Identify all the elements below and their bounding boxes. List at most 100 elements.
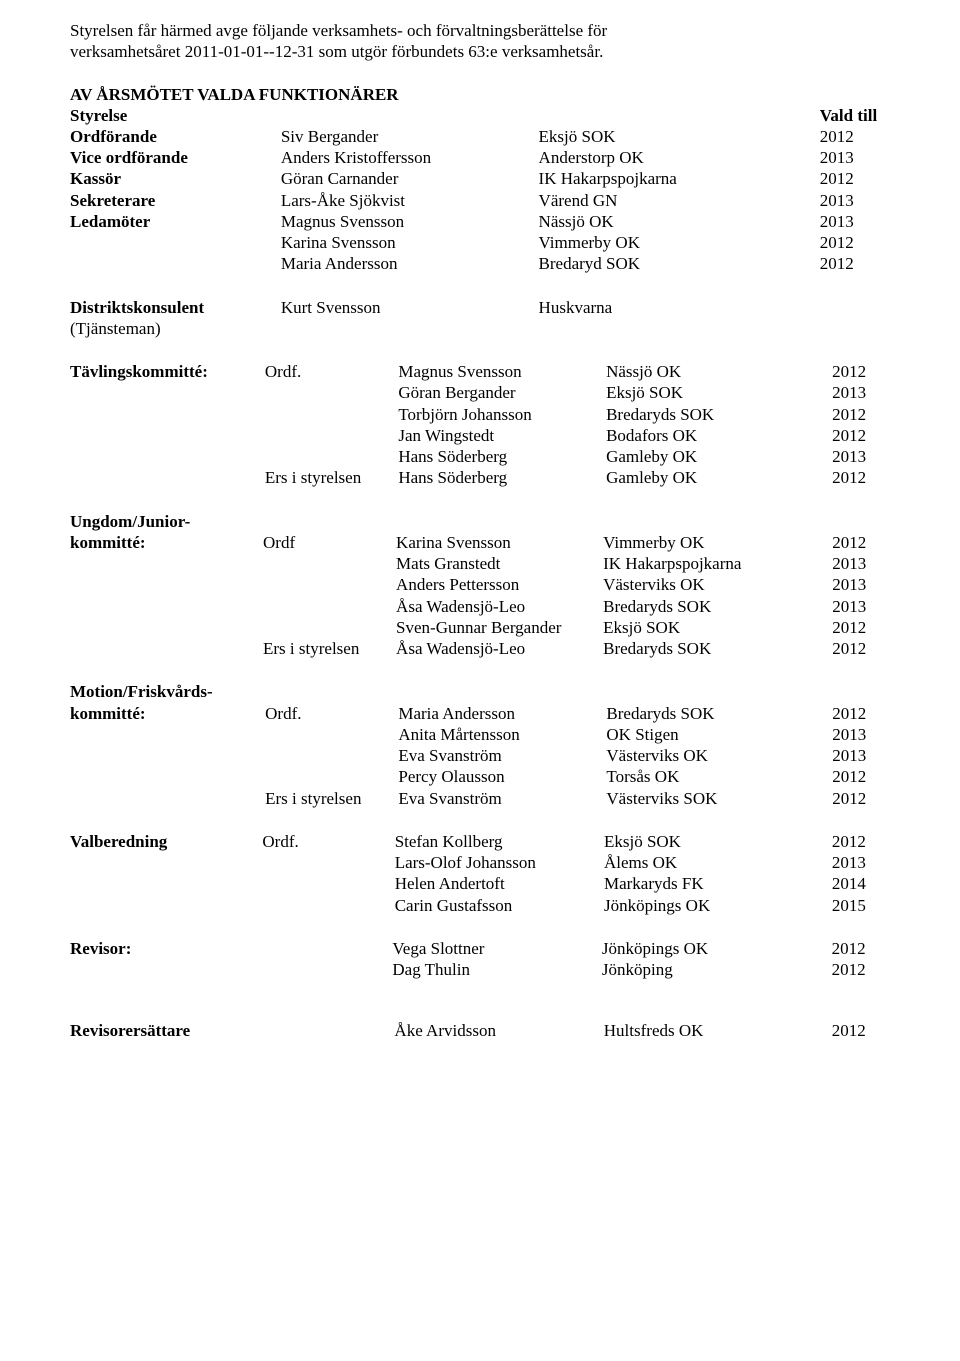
club-cell: Vimmerby OK bbox=[603, 532, 832, 553]
year-cell: 2013 bbox=[832, 724, 890, 745]
styrelse-block: Styrelse Vald till OrdförandeSiv Bergand… bbox=[70, 105, 890, 275]
section-header: AV ÅRSMÖTET VALDA FUNKTIONÄRER bbox=[70, 85, 890, 105]
table-row: Karina SvenssonVimmerby OK2012 bbox=[70, 232, 890, 253]
table-row: OrdförandeSiv BerganderEksjö SOK2012 bbox=[70, 126, 890, 147]
name-cell: Magnus Svensson bbox=[398, 361, 606, 382]
section-label bbox=[70, 425, 265, 446]
table-row: Helen AndertoftMarkaryds FK2014 bbox=[70, 873, 890, 894]
table-row: Carin GustafssonJönköpings OK2015 bbox=[70, 895, 890, 916]
role-cell: Kassör bbox=[70, 168, 281, 189]
ordf-cell bbox=[265, 446, 398, 467]
name-cell: Siv Bergander bbox=[281, 126, 539, 147]
section-label bbox=[70, 404, 265, 425]
year-cell: 2013 bbox=[832, 596, 890, 617]
table-row: RevisorersättareÅke ArvidssonHultsfreds … bbox=[70, 1020, 890, 1041]
section-label: kommitté: bbox=[70, 532, 263, 553]
distrikt-block: Distriktskonsulent Kurt Svensson Huskvar… bbox=[70, 297, 890, 340]
year-cell: 2013 bbox=[832, 446, 890, 467]
ordf-cell bbox=[262, 895, 394, 916]
year-cell: 2013 bbox=[832, 852, 890, 873]
ungdom-block: Ungdom/Junior-kommitté:OrdfKarina Svenss… bbox=[70, 511, 890, 660]
club-cell: Eksjö SOK bbox=[606, 382, 832, 403]
table-row: Göran BerganderEksjö SOK2013 bbox=[70, 382, 890, 403]
section-label bbox=[70, 724, 265, 745]
year-cell: 2012 bbox=[820, 126, 890, 147]
section-label bbox=[70, 617, 263, 638]
section-label bbox=[70, 852, 262, 873]
distrikt-table: Distriktskonsulent Kurt Svensson Huskvar… bbox=[70, 297, 890, 340]
year-cell: 2012 bbox=[832, 1020, 890, 1041]
table-row: Ers i styrelsenEva SvanströmVästerviks S… bbox=[70, 788, 890, 809]
section-label: Revisorersättare bbox=[70, 1020, 264, 1041]
table-row: Eva SvanströmVästerviks OK2013 bbox=[70, 745, 890, 766]
year-cell: 2012 bbox=[820, 168, 890, 189]
club-cell: Jönköpings OK bbox=[604, 895, 832, 916]
year-cell: 2012 bbox=[832, 788, 890, 809]
year-cell: 2012 bbox=[832, 766, 890, 787]
table-row: Distriktskonsulent Kurt Svensson Huskvar… bbox=[70, 297, 890, 318]
table-row: Jan WingstedtBodafors OK2012 bbox=[70, 425, 890, 446]
year-cell: 2013 bbox=[820, 190, 890, 211]
club-cell: Jönköpings OK bbox=[602, 938, 832, 959]
table-row: Ungdom/Junior- bbox=[70, 511, 890, 532]
ers-label: Ers i styrelsen bbox=[265, 467, 398, 488]
table-row: Anita MårtenssonOK Stigen2013 bbox=[70, 724, 890, 745]
year-cell: 2012 bbox=[832, 361, 890, 382]
ordf-cell: Ordf bbox=[263, 532, 396, 553]
name-cell: Vega Slottner bbox=[392, 938, 602, 959]
table-row: Lars-Olof JohanssonÅlems OK2013 bbox=[70, 852, 890, 873]
ers-label: Ers i styrelsen bbox=[263, 638, 396, 659]
name-cell: Åsa Wadensjö-Leo bbox=[396, 596, 603, 617]
name-cell: Anita Mårtensson bbox=[398, 724, 606, 745]
section-label bbox=[70, 959, 261, 980]
name-cell: Lars-Åke Sjökvist bbox=[281, 190, 539, 211]
name-cell: Sven-Gunnar Bergander bbox=[396, 617, 603, 638]
section-label: Motion/Friskvårds- bbox=[70, 681, 265, 702]
name-cell: Stefan Kollberg bbox=[395, 831, 604, 852]
ordf-cell bbox=[265, 766, 398, 787]
section-label bbox=[70, 596, 263, 617]
revisorersattare-table: RevisorersättareÅke ArvidssonHultsfreds … bbox=[70, 1020, 890, 1041]
name-cell: Dag Thulin bbox=[392, 959, 602, 980]
valberedning-table: ValberedningOrdf.Stefan KollbergEksjö SO… bbox=[70, 831, 890, 916]
year-cell: 2012 bbox=[832, 617, 890, 638]
table-row: Revisor:Vega SlottnerJönköpings OK2012 bbox=[70, 938, 890, 959]
ordf-cell bbox=[263, 596, 396, 617]
styrelse-table: Styrelse Vald till OrdförandeSiv Bergand… bbox=[70, 105, 890, 275]
club-cell: Västerviks SOK bbox=[606, 788, 832, 809]
club-cell: IK Hakarpspojkarna bbox=[539, 168, 820, 189]
ordf-cell bbox=[263, 617, 396, 638]
name-cell: Mats Granstedt bbox=[396, 553, 603, 574]
distrikt-label: Distriktskonsulent bbox=[70, 297, 281, 318]
year-cell: 2015 bbox=[832, 895, 890, 916]
vald-till-label: Vald till bbox=[820, 105, 890, 126]
year-cell: 2012 bbox=[832, 959, 890, 980]
club-cell: Ålems OK bbox=[604, 852, 832, 873]
club-cell: Nässjö OK bbox=[539, 211, 820, 232]
section-label bbox=[70, 873, 262, 894]
name-cell: Percy Olausson bbox=[398, 766, 606, 787]
table-row: Sven-Gunnar BerganderEksjö SOK2012 bbox=[70, 617, 890, 638]
year-cell: 2013 bbox=[820, 211, 890, 232]
ordf-cell bbox=[265, 382, 398, 403]
year-cell: 2012 bbox=[832, 425, 890, 446]
section-label bbox=[70, 382, 265, 403]
table-row: KassörGöran CarnanderIK Hakarpspojkarna2… bbox=[70, 168, 890, 189]
club-cell: Bredaryds SOK bbox=[606, 404, 832, 425]
tavling-block: Tävlingskommitté:Ordf.Magnus SvenssonNäs… bbox=[70, 361, 890, 489]
section-label: Revisor: bbox=[70, 938, 261, 959]
year-cell: 2012 bbox=[832, 467, 890, 488]
name-cell: Karina Svensson bbox=[281, 232, 539, 253]
styrelse-header-row: Styrelse Vald till bbox=[70, 105, 890, 126]
club-cell: Bredaryds SOK bbox=[603, 596, 832, 617]
motion-table: Motion/Friskvårds-kommitté:Ordf.Maria An… bbox=[70, 681, 890, 809]
club-cell: Bredaryds SOK bbox=[606, 703, 832, 724]
year-cell: 2013 bbox=[820, 147, 890, 168]
role-cell: Vice ordförande bbox=[70, 147, 281, 168]
ordf-cell bbox=[265, 745, 398, 766]
ordf-cell: Ordf. bbox=[262, 831, 394, 852]
name-cell: Maria Andersson bbox=[281, 253, 539, 274]
year-cell: 2013 bbox=[832, 745, 890, 766]
ordf-cell bbox=[265, 404, 398, 425]
year-cell: 2012 bbox=[832, 638, 890, 659]
